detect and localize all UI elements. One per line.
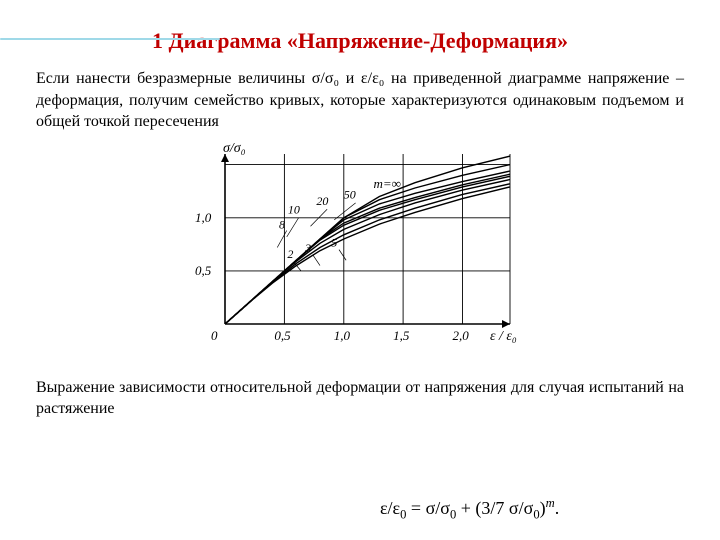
svg-text:1,5: 1,5 xyxy=(393,328,410,343)
svg-text:8: 8 xyxy=(279,217,285,231)
formula: ε/ε0 = σ/σ0 + (3/7 σ/σ0)m. xyxy=(380,496,559,523)
svg-text:0: 0 xyxy=(211,328,218,343)
svg-text:10: 10 xyxy=(288,202,300,216)
svg-text:2: 2 xyxy=(287,247,293,261)
svg-text:σ/σ₀: σ/σ₀ xyxy=(223,141,246,156)
svg-text:0,5: 0,5 xyxy=(274,328,291,343)
svg-text:1,0: 1,0 xyxy=(195,210,212,225)
svg-text:50: 50 xyxy=(344,187,356,201)
svg-text:2,0: 2,0 xyxy=(453,328,470,343)
svg-text:0,5: 0,5 xyxy=(195,263,212,278)
page-title: 1 Диаграмма «Напряжение-Деформация» xyxy=(0,28,720,54)
svg-text:5: 5 xyxy=(331,235,337,249)
svg-text:3: 3 xyxy=(304,241,311,255)
stress-strain-chart: 0 0,5 1,0 1,5 2,0 0,5 1,0 ε / ε₀ σ/σ₀ m=∞ 23 5 810 20… xyxy=(180,139,540,359)
decor-top-line xyxy=(0,38,220,40)
svg-text:m=∞: m=∞ xyxy=(373,176,400,191)
paragraph-1: Если нанести безразмерные величины σ/σ₀ … xyxy=(36,68,684,133)
paragraph-2: Выражение зависимости относительной дефо… xyxy=(36,377,684,420)
svg-text:ε / ε₀: ε / ε₀ xyxy=(490,329,517,344)
svg-text:20: 20 xyxy=(316,194,328,208)
svg-text:1,0: 1,0 xyxy=(334,328,351,343)
